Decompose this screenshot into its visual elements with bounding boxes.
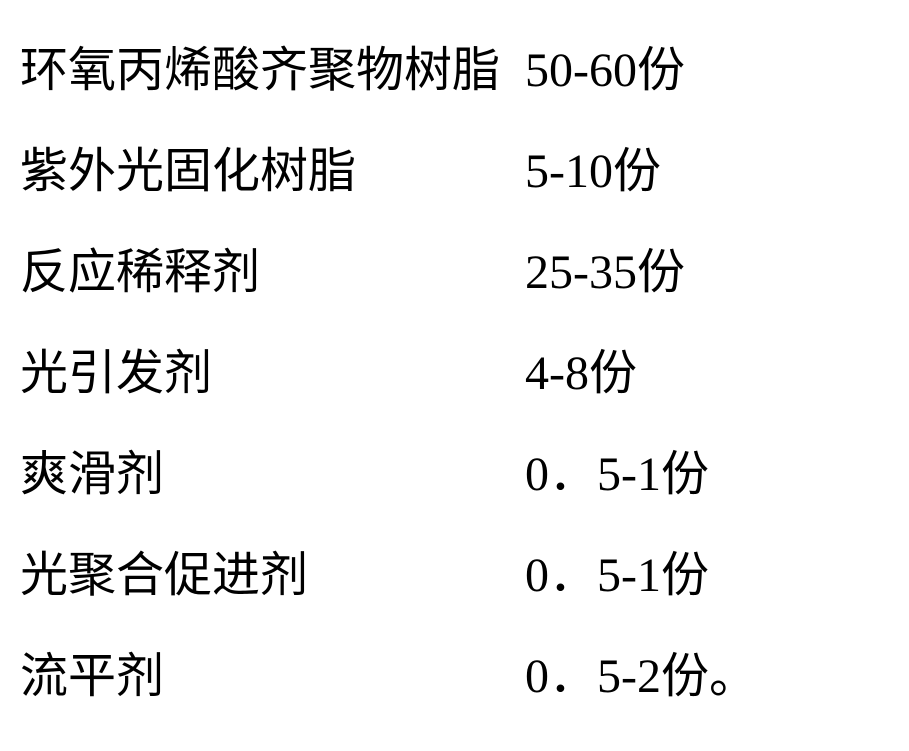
table-row: 爽滑剂 0．5-1份 <box>20 424 879 525</box>
ingredient-value: 50-60份 <box>525 47 879 95</box>
ingredient-value: 0．5-1份 <box>525 552 879 600</box>
ingredient-label: 流平剂 <box>20 653 525 701</box>
ingredient-label: 反应稀释剂 <box>20 249 525 297</box>
ingredient-label: 环氧丙烯酸齐聚物树脂 <box>20 47 525 95</box>
ingredient-value: 0．5-2份。 <box>525 653 879 701</box>
ingredient-value: 25-35份 <box>525 249 879 297</box>
ingredient-value: 0．5-1份 <box>525 451 879 499</box>
table-row: 反应稀释剂 25-35份 <box>20 222 879 323</box>
ingredient-value: 5-10份 <box>525 148 879 196</box>
table-row: 光聚合促进剂 0．5-1份 <box>20 525 879 626</box>
table-row: 紫外光固化树脂 5-10份 <box>20 121 879 222</box>
ingredient-label: 光聚合促进剂 <box>20 552 525 600</box>
ingredient-label: 爽滑剂 <box>20 451 525 499</box>
ingredient-label: 光引发剂 <box>20 350 525 398</box>
ingredient-table: 环氧丙烯酸齐聚物树脂 50-60份 紫外光固化树脂 5-10份 反应稀释剂 25… <box>0 0 909 751</box>
table-row: 光引发剂 4-8份 <box>20 323 879 424</box>
ingredient-value: 4-8份 <box>525 350 879 398</box>
ingredient-label: 紫外光固化树脂 <box>20 148 525 196</box>
table-row: 环氧丙烯酸齐聚物树脂 50-60份 <box>20 20 879 121</box>
table-row: 流平剂 0．5-2份。 <box>20 626 879 727</box>
